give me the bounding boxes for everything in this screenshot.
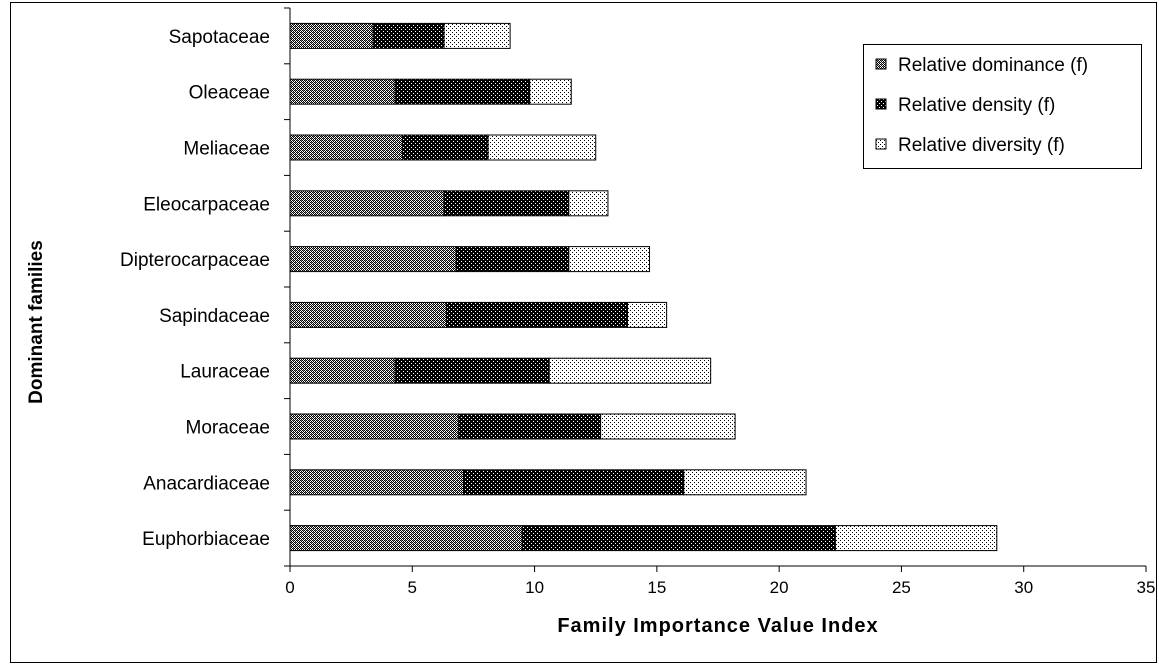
bar-euphorbiaceae-series-1: [289, 525, 523, 552]
legend-swatch-3: [875, 138, 887, 150]
x-tick-label: 0: [285, 578, 294, 597]
bar-dipterocarpaceae-series-3: [568, 246, 651, 273]
bar-moraceae-series-2: [458, 413, 602, 440]
bar-oleaceae-series-3: [529, 78, 572, 105]
legend-label-3: Relative diversity (f): [898, 135, 1065, 156]
y-tick-label: Lauraceae: [180, 362, 270, 383]
plot-area: Euphorbiaceae Anacardiaceae Moraceae Laurac…: [120, 7, 1156, 597]
bar-anacardiaceae-series-2: [463, 469, 685, 496]
y-tick-label: Moraceae: [186, 418, 271, 439]
x-tick-label: 30: [1014, 578, 1033, 597]
y-tick-label: Eleocarpaceae: [143, 194, 270, 215]
legend-box: [863, 44, 1142, 169]
bar-meliaceae-series-1: [289, 134, 404, 161]
y-axis-title: Dominant families: [26, 240, 47, 404]
y-tick-label: Sapotaceae: [169, 27, 270, 48]
y-tick-label: Anacardiaceae: [143, 473, 270, 494]
x-tick-label: 10: [525, 578, 544, 597]
outer-border: [10, 2, 1157, 663]
legend-swatch-2: [875, 98, 887, 110]
x-tick-label: 25: [892, 578, 911, 597]
bar-euphorbiaceae-series-2: [521, 525, 836, 552]
bar-lauraceae-series-1: [289, 357, 396, 384]
bar-meliaceae-series-2: [402, 134, 489, 161]
x-tick-label: 15: [647, 578, 666, 597]
bar-lauraceae-series-3: [548, 357, 712, 384]
x-tick-label: 5: [408, 578, 417, 597]
legend: Relative dominance (f) Relative density (…: [863, 44, 1142, 169]
bar-eleocarpaceae-series-3: [568, 190, 609, 217]
legend-label-2: Relative density (f): [898, 95, 1055, 116]
y-tick-label: Sapindaceae: [159, 306, 270, 327]
bar-sapotaceae-series-3: [443, 22, 511, 49]
bar-anacardiaceae-series-3: [683, 469, 807, 496]
bar-moraceae-series-3: [600, 413, 736, 440]
x-axis-title: Family Importance Value Index: [557, 615, 878, 637]
y-tick-label: Dipterocarpaceae: [120, 250, 270, 271]
x-tick-label: 35: [1137, 578, 1156, 597]
legend-label-1: Relative dominance (f): [898, 55, 1088, 76]
bar-sapindaceae-series-1: [289, 301, 448, 328]
y-tick-label: Euphorbiaceae: [142, 529, 270, 550]
y-tick-label: Meliaceae: [183, 139, 270, 160]
bar-meliaceae-series-3: [487, 134, 597, 161]
y-tick-label: Oleaceae: [189, 83, 270, 104]
bar-dipterocarpaceae-series-2: [455, 246, 570, 273]
bar-moraceae-series-1: [289, 413, 460, 440]
bar-euphorbiaceae-series-3: [834, 525, 998, 552]
bar-lauraceae-series-2: [394, 357, 550, 384]
bar-oleaceae-series-2: [394, 78, 531, 105]
bar-eleocarpaceae-series-2: [443, 190, 570, 217]
bar-dipterocarpaceae-series-1: [289, 246, 457, 273]
bar-eleocarpaceae-series-1: [289, 190, 445, 217]
bar-sapindaceae-series-2: [446, 301, 629, 328]
bar-anacardiaceae-series-1: [289, 469, 465, 496]
bar-sapotaceae-series-1: [289, 22, 374, 49]
bar-oleaceae-series-1: [289, 78, 396, 105]
bar-sapotaceae-series-2: [372, 22, 445, 49]
bar-sapindaceae-series-3: [627, 301, 668, 328]
legend-swatch-1: [875, 58, 887, 70]
x-tick-label: 20: [770, 578, 789, 597]
